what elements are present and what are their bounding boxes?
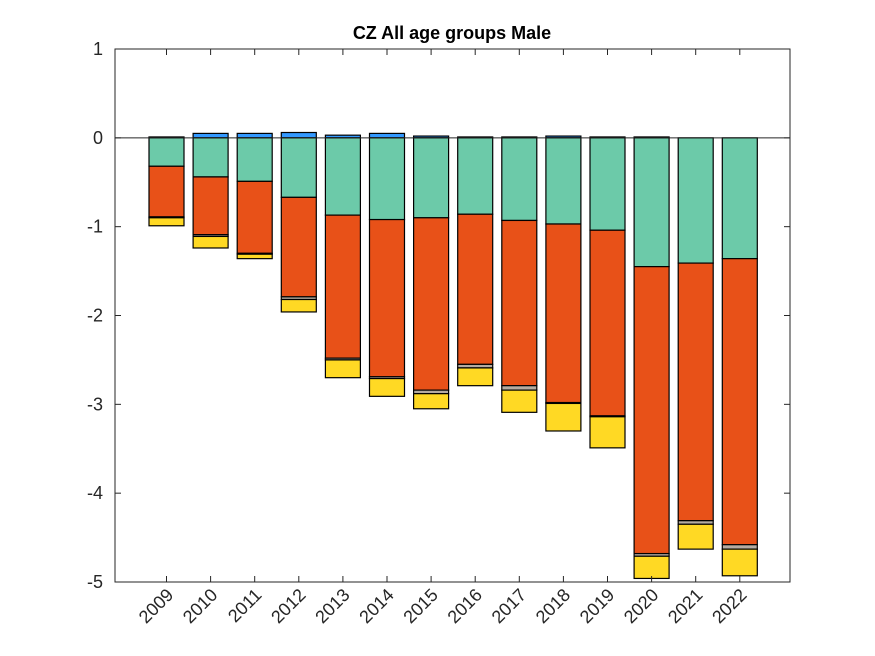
y-tick-label: -3	[87, 394, 103, 414]
y-tick-label: 0	[93, 128, 103, 148]
bar-segment-2022-series-1	[721, 137, 758, 260]
x-tick-label: 2013	[311, 585, 353, 627]
x-tick-label: 2019	[576, 585, 618, 627]
bar-segment-2010-series-0	[192, 132, 229, 139]
bar-segment-2009-series-2	[148, 165, 185, 218]
bar-segment-2013-series-4	[324, 359, 361, 379]
bar-segment-2019-series-4	[589, 416, 626, 449]
bar-segment-2017-series-2	[501, 219, 538, 387]
x-tick-label: 2011	[224, 585, 266, 627]
bar-segment-2016-series-4	[457, 367, 494, 387]
bar-segment-2019-series-1	[589, 137, 626, 231]
bars-group	[148, 131, 758, 580]
y-tick-label: -4	[87, 483, 103, 503]
y-tick-label: -5	[87, 572, 103, 592]
bar-segment-2022-series-2	[721, 258, 758, 546]
bar-segment-2011-series-1	[236, 137, 273, 182]
y-axis: 1 0 -1 -2 -3 -4 -5	[87, 39, 790, 592]
bar-segment-2012-series-1	[280, 137, 317, 198]
bar-segment-2014-series-0	[368, 132, 406, 139]
bar-segment-2009-series-4	[148, 217, 185, 227]
x-tick-label: 2012	[267, 585, 309, 627]
x-tick-label: 2020	[620, 585, 662, 627]
x-tick-label: 2021	[664, 585, 706, 627]
bar-segment-2016-series-1	[457, 137, 494, 215]
chart-title: CZ All age groups Male	[353, 23, 551, 43]
bar-segment-2011-series-2	[236, 180, 273, 254]
bar-segment-2012-series-0	[280, 131, 317, 139]
bar-segment-2018-series-2	[545, 223, 582, 404]
bar-segment-2011-series-0	[236, 132, 273, 139]
bar-segment-2010-series-4	[192, 235, 229, 249]
bar-segment-2014-series-4	[368, 377, 406, 397]
bar-segment-2021-series-2	[677, 262, 714, 522]
bar-segment-2016-series-2	[457, 213, 494, 365]
x-tick-label: 2010	[179, 585, 221, 627]
bar-segment-2015-series-4	[413, 393, 450, 410]
bar-segment-2020-series-2	[633, 266, 670, 555]
x-tick-label: 2015	[399, 585, 441, 627]
y-tick-label: -2	[87, 306, 103, 326]
bar-segment-2020-series-1	[633, 137, 670, 268]
bar-segment-2018-series-1	[545, 137, 582, 225]
y-tick-label: 1	[93, 39, 103, 59]
y-tick-label: -1	[87, 217, 103, 237]
bar-segment-2010-series-2	[192, 176, 229, 236]
bar-segment-2014-series-2	[368, 218, 406, 378]
bar-segment-2013-series-2	[324, 214, 361, 359]
bar-segment-2017-series-1	[501, 137, 538, 222]
bar-segment-2021-series-4	[677, 523, 714, 550]
bar-segment-2012-series-4	[280, 298, 317, 313]
bar-segment-2017-series-3	[501, 385, 538, 391]
bar-segment-2018-series-4	[545, 402, 582, 432]
bar-segment-2015-series-1	[413, 137, 450, 219]
x-tick-label: 2014	[355, 585, 397, 627]
bar-segment-2019-series-2	[589, 229, 626, 417]
bar-segment-2011-series-4	[236, 253, 273, 260]
bar-segment-2010-series-1	[192, 137, 229, 178]
x-tick-label: 2016	[444, 585, 486, 627]
bar-segment-2021-series-1	[677, 137, 714, 264]
bar-segment-2020-series-4	[633, 555, 670, 580]
bar-segment-2022-series-3	[721, 544, 758, 550]
x-tick-label: 2022	[708, 585, 750, 627]
x-tick-label: 2017	[488, 585, 530, 627]
bar-segment-2009-series-1	[148, 137, 185, 167]
bar-segment-2013-series-1	[324, 137, 361, 216]
bar-segment-2022-series-4	[721, 548, 758, 577]
bar-segment-2015-series-2	[413, 217, 450, 391]
x-tick-label: 2009	[135, 585, 177, 627]
bar-segment-2017-series-4	[501, 389, 538, 413]
bar-segment-2012-series-2	[280, 196, 317, 298]
x-tick-label: 2018	[532, 585, 574, 627]
bar-segment-2014-series-1	[368, 137, 406, 221]
